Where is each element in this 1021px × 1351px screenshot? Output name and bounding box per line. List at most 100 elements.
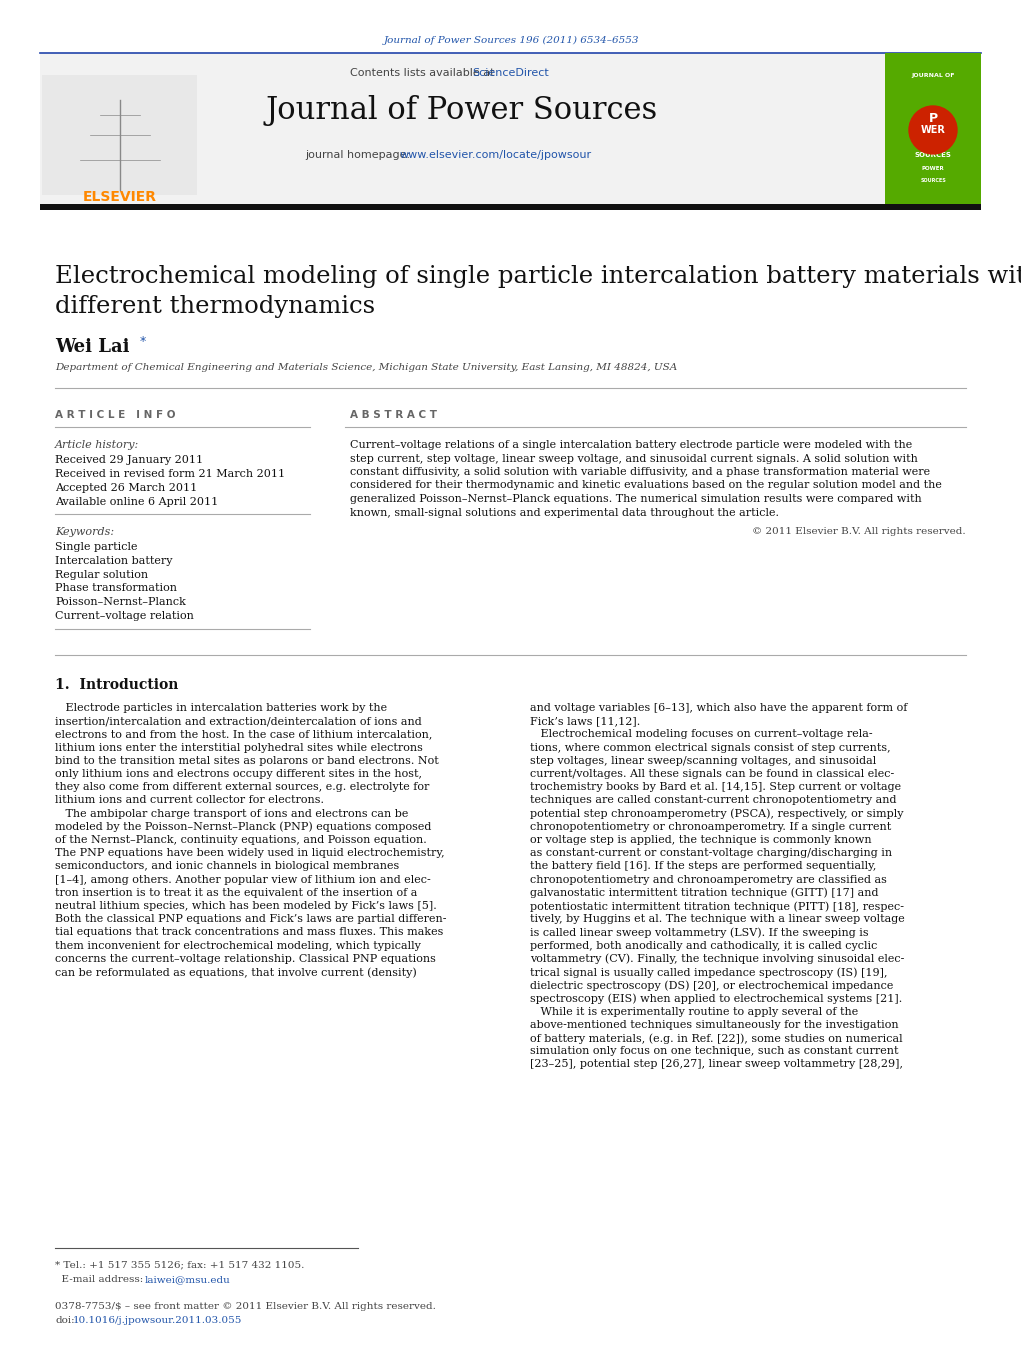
Text: trochemistry books by Bard et al. [14,15]. Step current or voltage: trochemistry books by Bard et al. [14,15…	[530, 782, 902, 792]
Text: Received 29 January 2011: Received 29 January 2011	[55, 455, 203, 465]
Text: SOURCES: SOURCES	[920, 177, 945, 182]
Text: A B S T R A C T: A B S T R A C T	[350, 409, 437, 420]
Text: P: P	[928, 112, 937, 124]
Text: techniques are called constant-current chronopotentiometry and: techniques are called constant-current c…	[530, 796, 896, 805]
Text: POWER: POWER	[922, 166, 944, 170]
Text: Journal of Power Sources: Journal of Power Sources	[265, 95, 659, 126]
Text: While it is experimentally routine to apply several of the: While it is experimentally routine to ap…	[530, 1006, 859, 1016]
Text: Phase transformation: Phase transformation	[55, 584, 177, 593]
Text: Journal of Power Sources 196 (2011) 6534–6553: Journal of Power Sources 196 (2011) 6534…	[383, 35, 639, 45]
Bar	[40, 53, 885, 205]
Text: Wei Lai: Wei Lai	[55, 338, 130, 357]
Text: Poisson–Nernst–Planck: Poisson–Nernst–Planck	[55, 597, 186, 607]
Text: constant diffusivity, a solid solution with variable diffusivity, and a phase tr: constant diffusivity, a solid solution w…	[350, 467, 930, 477]
Text: dielectric spectroscopy (DS) [20], or electrochemical impedance: dielectric spectroscopy (DS) [20], or el…	[530, 981, 893, 990]
Text: only lithium ions and electrons occupy different sites in the host,: only lithium ions and electrons occupy d…	[55, 769, 422, 780]
Text: considered for their thermodynamic and kinetic evaluations based on the regular : considered for their thermodynamic and k…	[350, 481, 942, 490]
Text: E-mail address:: E-mail address:	[55, 1275, 146, 1283]
Text: Electrode particles in intercalation batteries work by the: Electrode particles in intercalation bat…	[55, 703, 387, 713]
Text: ScienceDirect: ScienceDirect	[473, 68, 549, 78]
Text: known, small-signal solutions and experimental data throughout the article.: known, small-signal solutions and experi…	[350, 508, 779, 517]
Text: The PNP equations have been widely used in liquid electrochemistry,: The PNP equations have been widely used …	[55, 848, 444, 858]
Text: performed, both anodically and cathodically, it is called cyclic: performed, both anodically and cathodica…	[530, 940, 877, 951]
Text: is called linear sweep voltammetry (LSV). If the sweeping is: is called linear sweep voltammetry (LSV)…	[530, 927, 869, 938]
Text: A R T I C L E   I N F O: A R T I C L E I N F O	[55, 409, 176, 420]
Text: tron insertion is to treat it as the equivalent of the insertion of a: tron insertion is to treat it as the equ…	[55, 888, 418, 898]
Text: Accepted 26 March 2011: Accepted 26 March 2011	[55, 484, 197, 493]
Text: lithium ions enter the interstitial polyhedral sites while electrons: lithium ions enter the interstitial poly…	[55, 743, 423, 753]
Text: voltammetry (CV). Finally, the technique involving sinusoidal elec-: voltammetry (CV). Finally, the technique…	[530, 954, 905, 965]
Bar	[885, 53, 981, 205]
Text: SOURCES: SOURCES	[915, 153, 952, 158]
Text: 1.  Introduction: 1. Introduction	[55, 678, 179, 692]
Text: The ambipolar charge transport of ions and electrons can be: The ambipolar charge transport of ions a…	[55, 809, 408, 819]
Text: of the Nernst–Planck, continuity equations, and Poisson equation.: of the Nernst–Planck, continuity equatio…	[55, 835, 427, 844]
Text: trical signal is usually called impedance spectroscopy (IS) [19],: trical signal is usually called impedanc…	[530, 967, 887, 978]
Text: * Tel.: +1 517 355 5126; fax: +1 517 432 1105.: * Tel.: +1 517 355 5126; fax: +1 517 432…	[55, 1260, 304, 1269]
Text: they also come from different external sources, e.g. electrolyte for: they also come from different external s…	[55, 782, 430, 792]
Text: Current–voltage relation: Current–voltage relation	[55, 611, 194, 621]
Circle shape	[909, 105, 957, 154]
Text: chronopotentiometry or chronoamperometry. If a single current: chronopotentiometry or chronoamperometry…	[530, 821, 891, 832]
Text: semiconductors, and ionic channels in biological membranes: semiconductors, and ionic channels in bi…	[55, 862, 399, 871]
Text: Electrochemical modeling focuses on current–voltage rela-: Electrochemical modeling focuses on curr…	[530, 730, 873, 739]
Text: insertion/intercalation and extraction/deintercalation of ions and: insertion/intercalation and extraction/d…	[55, 716, 422, 727]
Text: tively, by Huggins et al. The technique with a linear sweep voltage: tively, by Huggins et al. The technique …	[530, 915, 905, 924]
Text: Current–voltage relations of a single intercalation battery electrode particle w: Current–voltage relations of a single in…	[350, 440, 912, 450]
Text: galvanostatic intermittent titration technique (GITT) [17] and: galvanostatic intermittent titration tec…	[530, 888, 878, 898]
Text: potentiostatic intermittent titration technique (PITT) [18], respec-: potentiostatic intermittent titration te…	[530, 901, 904, 912]
Bar	[42, 76, 197, 195]
Text: ELSEVIER: ELSEVIER	[83, 190, 157, 204]
Text: concerns the current–voltage relationship. Classical PNP equations: concerns the current–voltage relationshi…	[55, 954, 436, 963]
Text: www.elsevier.com/locate/jpowsour: www.elsevier.com/locate/jpowsour	[400, 150, 592, 159]
Text: Electrochemical modeling of single particle intercalation battery materials with: Electrochemical modeling of single parti…	[55, 265, 1021, 288]
Text: modeled by the Poisson–Nernst–Planck (PNP) equations composed: modeled by the Poisson–Nernst–Planck (PN…	[55, 821, 432, 832]
Text: different thermodynamics: different thermodynamics	[55, 295, 375, 317]
Text: current/voltages. All these signals can be found in classical elec-: current/voltages. All these signals can …	[530, 769, 894, 780]
Text: journal homepage:: journal homepage:	[305, 150, 414, 159]
Text: or voltage step is applied, the technique is commonly known: or voltage step is applied, the techniqu…	[530, 835, 872, 844]
Text: step current, step voltage, linear sweep voltage, and sinusoidal current signals: step current, step voltage, linear sweep…	[350, 454, 918, 463]
Text: of battery materials, (e.g. in Ref. [22]), some studies on numerical: of battery materials, (e.g. in Ref. [22]…	[530, 1034, 903, 1043]
Text: chronopotentiometry and chronoamperometry are classified as: chronopotentiometry and chronoamperometr…	[530, 874, 887, 885]
Text: the battery field [16]. If the steps are performed sequentially,: the battery field [16]. If the steps are…	[530, 862, 876, 871]
Text: 0378-7753/$ – see front matter © 2011 Elsevier B.V. All rights reserved.: 0378-7753/$ – see front matter © 2011 El…	[55, 1302, 436, 1310]
Text: as constant-current or constant-voltage charging/discharging in: as constant-current or constant-voltage …	[530, 848, 892, 858]
Text: generalized Poisson–Nernst–Planck equations. The numerical simulation results we: generalized Poisson–Nernst–Planck equati…	[350, 494, 922, 504]
Text: bind to the transition metal sites as polarons or band electrons. Not: bind to the transition metal sites as po…	[55, 755, 439, 766]
Text: [23–25], potential step [26,27], linear sweep voltammetry [28,29],: [23–25], potential step [26,27], linear …	[530, 1059, 903, 1070]
Text: Regular solution: Regular solution	[55, 570, 148, 580]
Text: can be reformulated as equations, that involve current (density): can be reformulated as equations, that i…	[55, 967, 417, 978]
Text: Single particle: Single particle	[55, 542, 138, 553]
Text: Contents lists available at: Contents lists available at	[350, 68, 498, 78]
Text: lithium ions and current collector for electrons.: lithium ions and current collector for e…	[55, 796, 324, 805]
Text: simulation only focus on one technique, such as constant current: simulation only focus on one technique, …	[530, 1046, 898, 1056]
Text: doi:: doi:	[55, 1316, 75, 1325]
Text: above-mentioned techniques simultaneously for the investigation: above-mentioned techniques simultaneousl…	[530, 1020, 898, 1029]
Text: Article history:: Article history:	[55, 440, 139, 450]
Text: Keywords:: Keywords:	[55, 527, 114, 536]
Text: WER: WER	[921, 126, 945, 135]
Text: electrons to and from the host. In the case of lithium intercalation,: electrons to and from the host. In the c…	[55, 730, 432, 739]
Text: Both the classical PNP equations and Fick’s laws are partial differen-: Both the classical PNP equations and Fic…	[55, 915, 446, 924]
Text: tial equations that track concentrations and mass fluxes. This makes: tial equations that track concentrations…	[55, 927, 443, 938]
Text: laiwei@msu.edu: laiwei@msu.edu	[145, 1275, 231, 1283]
Text: neutral lithium species, which has been modeled by Fick’s laws [5].: neutral lithium species, which has been …	[55, 901, 437, 911]
Text: Intercalation battery: Intercalation battery	[55, 555, 173, 566]
Text: Available online 6 April 2011: Available online 6 April 2011	[55, 497, 218, 507]
Text: them inconvenient for electrochemical modeling, which typically: them inconvenient for electrochemical mo…	[55, 940, 421, 951]
Text: 10.1016/j.jpowsour.2011.03.055: 10.1016/j.jpowsour.2011.03.055	[72, 1316, 242, 1325]
Text: Fick’s laws [11,12].: Fick’s laws [11,12].	[530, 716, 640, 727]
Text: JOURNAL OF: JOURNAL OF	[912, 73, 955, 77]
Bar	[40, 204, 981, 209]
Text: [1–4], among others. Another popular view of lithium ion and elec-: [1–4], among others. Another popular vie…	[55, 874, 431, 885]
Text: © 2011 Elsevier B.V. All rights reserved.: © 2011 Elsevier B.V. All rights reserved…	[752, 527, 966, 536]
Text: step voltages, linear sweep/scanning voltages, and sinusoidal: step voltages, linear sweep/scanning vol…	[530, 755, 876, 766]
Text: tions, where common electrical signals consist of step currents,: tions, where common electrical signals c…	[530, 743, 890, 753]
Text: Department of Chemical Engineering and Materials Science, Michigan State Univers: Department of Chemical Engineering and M…	[55, 363, 677, 372]
Text: and voltage variables [6–13], which also have the apparent form of: and voltage variables [6–13], which also…	[530, 703, 908, 713]
Text: potential step chronoamperometry (PSCA), respectively, or simply: potential step chronoamperometry (PSCA),…	[530, 809, 904, 819]
Text: Received in revised form 21 March 2011: Received in revised form 21 March 2011	[55, 469, 285, 480]
Text: spectroscopy (EIS) when applied to electrochemical systems [21].: spectroscopy (EIS) when applied to elect…	[530, 993, 903, 1004]
Text: *: *	[140, 335, 146, 349]
